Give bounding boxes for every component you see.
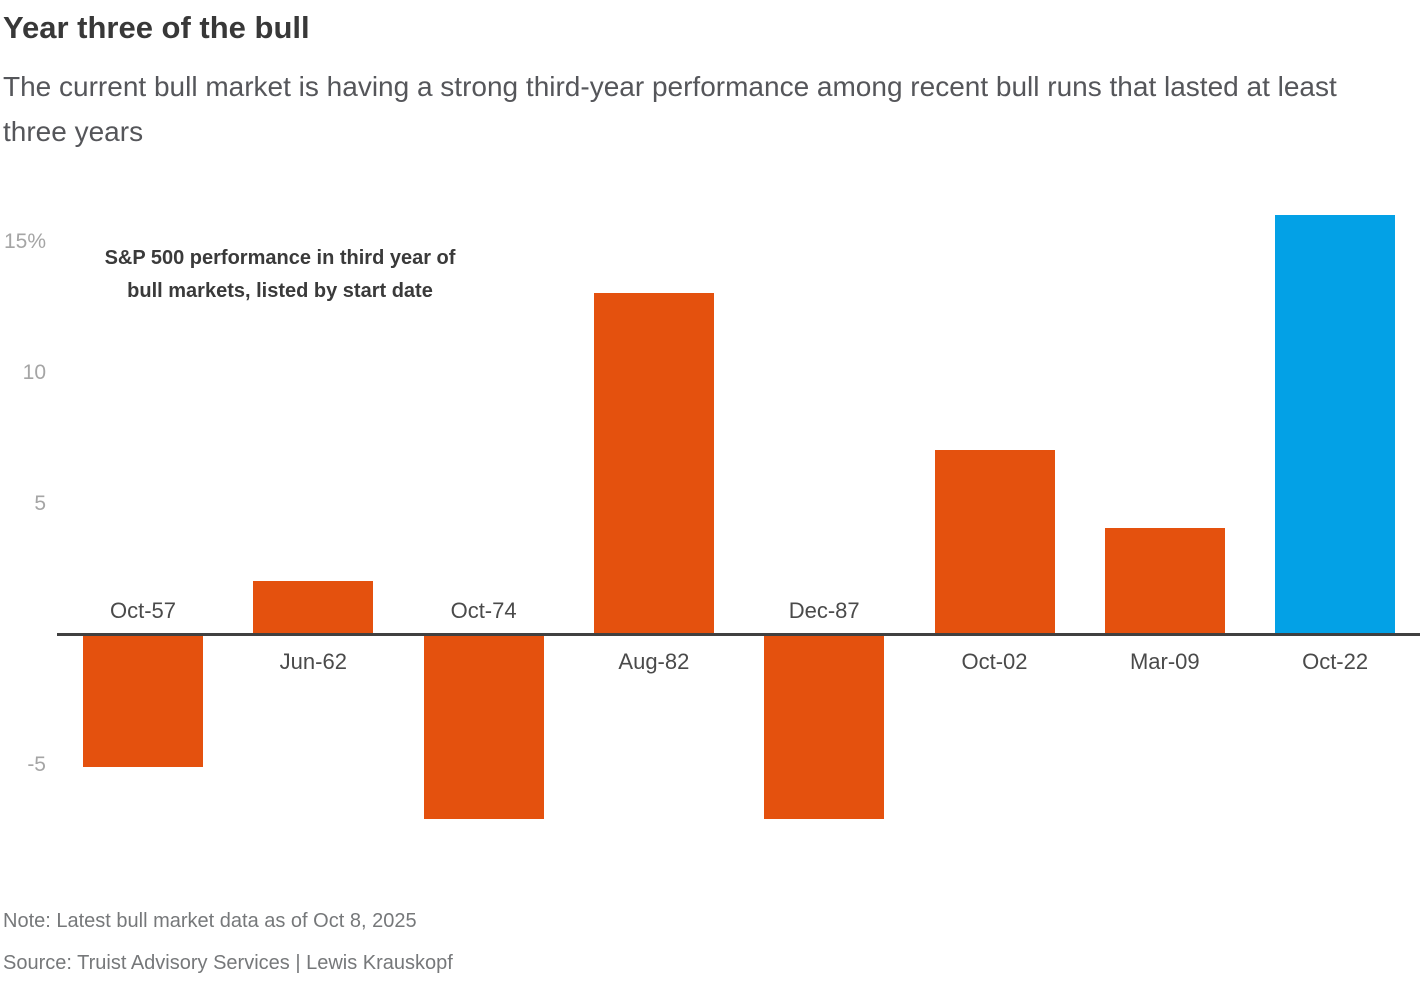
- x-axis-label-Jun-62: Jun-62: [279, 649, 347, 674]
- y-axis-tick-label: -5: [27, 753, 46, 777]
- x-axis-label-Oct-02: Oct-02: [961, 649, 1028, 674]
- bar-Dec-87: [764, 636, 885, 819]
- chart-inner-label: S&P 500 performance in third year of bul…: [80, 242, 480, 308]
- bar-Oct-22: [1275, 214, 1396, 633]
- bar-Oct-74: [423, 636, 544, 819]
- chart-note: Note: Latest bull market data as of Oct …: [3, 910, 417, 932]
- zero-axis-line: [57, 633, 1420, 636]
- page-title: Year three of the bull: [3, 10, 310, 45]
- chart-subtitle: The current bull market is having a stro…: [3, 71, 1337, 147]
- x-axis-label-Mar-09: Mar-09: [1129, 649, 1200, 674]
- chart-inner-label-line1: S&P 500 performance in third year of: [104, 247, 456, 269]
- y-axis-tick-label: 10: [22, 361, 46, 385]
- bar-Oct-57: [83, 636, 203, 767]
- bar-Mar-09: [1104, 528, 1225, 633]
- chart-source: Source: Truist Advisory Services | Lewis…: [3, 952, 453, 974]
- x-axis-label-Dec-87: Dec-87: [788, 598, 860, 623]
- x-axis-label-Oct-74: Oct-74: [450, 598, 517, 623]
- x-axis-label-Aug-82: Aug-82: [618, 649, 690, 674]
- y-axis-tick-label: 5: [34, 491, 46, 515]
- y-axis-tick-label: 15%: [3, 230, 46, 254]
- chart-inner-label-line2: bull markets, listed by start date: [127, 280, 433, 302]
- bar-Jun-62: [253, 580, 374, 633]
- x-axis-label-Oct-22: Oct-22: [1302, 649, 1369, 674]
- bar-Oct-02: [934, 450, 1055, 633]
- x-axis-label-Oct-57: Oct-57: [109, 598, 177, 623]
- bar-Aug-82: [593, 293, 714, 633]
